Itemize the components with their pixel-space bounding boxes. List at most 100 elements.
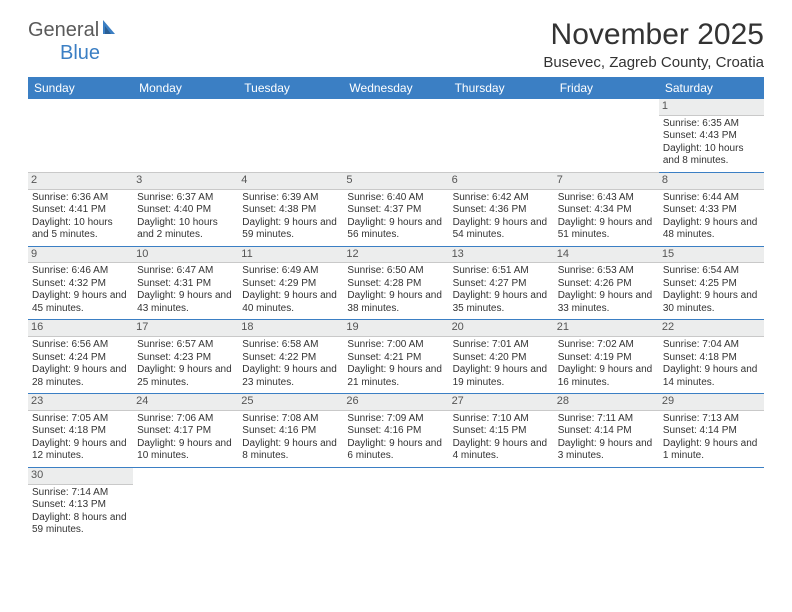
calendar-cell: [554, 467, 659, 540]
sunrise-text: Sunrise: 7:11 AM: [558, 413, 655, 426]
day-number: 8: [659, 173, 764, 190]
calendar-cell: 12Sunrise: 6:50 AMSunset: 4:28 PMDayligh…: [343, 246, 448, 320]
day-number: 30: [28, 468, 133, 485]
day-number: 29: [659, 394, 764, 411]
sunrise-text: Sunrise: 7:10 AM: [453, 413, 550, 426]
sunrise-text: Sunrise: 6:46 AM: [32, 265, 129, 278]
calendar-cell: [554, 99, 659, 172]
day-header-row: SundayMondayTuesdayWednesdayThursdayFrid…: [28, 77, 764, 99]
day-number: 4: [238, 173, 343, 190]
daylight-text: Daylight: 9 hours and 3 minutes.: [558, 438, 655, 463]
calendar-cell: [449, 467, 554, 540]
daylight-text: Daylight: 9 hours and 6 minutes.: [347, 438, 444, 463]
sunset-text: Sunset: 4:38 PM: [242, 204, 339, 217]
sunrise-text: Sunrise: 6:57 AM: [137, 339, 234, 352]
daylight-text: Daylight: 9 hours and 23 minutes.: [242, 364, 339, 389]
sunrise-text: Sunrise: 6:50 AM: [347, 265, 444, 278]
logo-text-2: Blue: [60, 42, 100, 65]
sunset-text: Sunset: 4:25 PM: [663, 278, 760, 291]
calendar-cell: 3Sunrise: 6:37 AMSunset: 4:40 PMDaylight…: [133, 172, 238, 246]
sunset-text: Sunset: 4:16 PM: [242, 425, 339, 438]
day-number: 2: [28, 173, 133, 190]
sunrise-text: Sunrise: 6:49 AM: [242, 265, 339, 278]
calendar-cell: 16Sunrise: 6:56 AMSunset: 4:24 PMDayligh…: [28, 320, 133, 394]
sunrise-text: Sunrise: 6:53 AM: [558, 265, 655, 278]
sunset-text: Sunset: 4:31 PM: [137, 278, 234, 291]
sunrise-text: Sunrise: 7:04 AM: [663, 339, 760, 352]
daylight-text: Daylight: 9 hours and 21 minutes.: [347, 364, 444, 389]
calendar-cell: 8Sunrise: 6:44 AMSunset: 4:33 PMDaylight…: [659, 172, 764, 246]
day-number: 13: [449, 247, 554, 264]
calendar-cell: 5Sunrise: 6:40 AMSunset: 4:37 PMDaylight…: [343, 172, 448, 246]
daylight-text: Daylight: 9 hours and 16 minutes.: [558, 364, 655, 389]
day-header: Sunday: [28, 77, 133, 99]
day-number: 27: [449, 394, 554, 411]
sunrise-text: Sunrise: 7:09 AM: [347, 413, 444, 426]
calendar-cell: [659, 467, 764, 540]
daylight-text: Daylight: 9 hours and 51 minutes.: [558, 217, 655, 242]
sunrise-text: Sunrise: 6:37 AM: [137, 192, 234, 205]
sunset-text: Sunset: 4:41 PM: [32, 204, 129, 217]
day-number: 18: [238, 320, 343, 337]
day-number: 23: [28, 394, 133, 411]
calendar-cell: 29Sunrise: 7:13 AMSunset: 4:14 PMDayligh…: [659, 394, 764, 468]
day-number: 14: [554, 247, 659, 264]
daylight-text: Daylight: 10 hours and 2 minutes.: [137, 217, 234, 242]
sunrise-text: Sunrise: 6:40 AM: [347, 192, 444, 205]
calendar-week-row: 9Sunrise: 6:46 AMSunset: 4:32 PMDaylight…: [28, 246, 764, 320]
sunrise-text: Sunrise: 6:43 AM: [558, 192, 655, 205]
day-number: 11: [238, 247, 343, 264]
sunset-text: Sunset: 4:43 PM: [663, 130, 760, 143]
sunset-text: Sunset: 4:15 PM: [453, 425, 550, 438]
sunrise-text: Sunrise: 7:00 AM: [347, 339, 444, 352]
sunrise-text: Sunrise: 7:06 AM: [137, 413, 234, 426]
sunset-text: Sunset: 4:23 PM: [137, 352, 234, 365]
calendar-cell: 1Sunrise: 6:35 AMSunset: 4:43 PMDaylight…: [659, 99, 764, 172]
calendar-cell: 4Sunrise: 6:39 AMSunset: 4:38 PMDaylight…: [238, 172, 343, 246]
sunset-text: Sunset: 4:14 PM: [558, 425, 655, 438]
calendar-cell: 22Sunrise: 7:04 AMSunset: 4:18 PMDayligh…: [659, 320, 764, 394]
day-number: 12: [343, 247, 448, 264]
calendar-cell: [449, 99, 554, 172]
sunrise-text: Sunrise: 6:36 AM: [32, 192, 129, 205]
calendar-week-row: 23Sunrise: 7:05 AMSunset: 4:18 PMDayligh…: [28, 394, 764, 468]
day-number: 3: [133, 173, 238, 190]
location-text: Busevec, Zagreb County, Croatia: [543, 54, 764, 71]
sunset-text: Sunset: 4:24 PM: [32, 352, 129, 365]
day-number: 22: [659, 320, 764, 337]
sunset-text: Sunset: 4:37 PM: [347, 204, 444, 217]
daylight-text: Daylight: 9 hours and 35 minutes.: [453, 290, 550, 315]
sunrise-text: Sunrise: 6:42 AM: [453, 192, 550, 205]
sunrise-text: Sunrise: 6:54 AM: [663, 265, 760, 278]
sunrise-text: Sunrise: 6:47 AM: [137, 265, 234, 278]
sunset-text: Sunset: 4:22 PM: [242, 352, 339, 365]
daylight-text: Daylight: 9 hours and 8 minutes.: [242, 438, 339, 463]
logo: General: [28, 18, 123, 42]
calendar-cell: 13Sunrise: 6:51 AMSunset: 4:27 PMDayligh…: [449, 246, 554, 320]
day-header: Monday: [133, 77, 238, 99]
sunrise-text: Sunrise: 6:51 AM: [453, 265, 550, 278]
calendar-cell: 2 Sunrise: 6:36 AMSunset: 4:41 PMDaylight…: [28, 172, 133, 246]
page-title: November 2025: [543, 18, 764, 52]
day-number: 19: [343, 320, 448, 337]
sunrise-text: Sunrise: 6:35 AM: [663, 118, 760, 131]
sunrise-text: Sunrise: 7:01 AM: [453, 339, 550, 352]
logo-sail-icon: [101, 18, 121, 42]
calendar-cell: 14Sunrise: 6:53 AMSunset: 4:26 PMDayligh…: [554, 246, 659, 320]
day-header: Wednesday: [343, 77, 448, 99]
calendar-cell: [133, 99, 238, 172]
calendar-week-row: 2Sunrise: 6:36 AMSunset: 4:41 PMDaylight…: [28, 172, 764, 246]
sunset-text: Sunset: 4:36 PM: [453, 204, 550, 217]
daylight-text: Daylight: 10 hours and 8 minutes.: [663, 143, 760, 168]
sunset-text: Sunset: 4:16 PM: [347, 425, 444, 438]
daylight-text: Daylight: 9 hours and 43 minutes.: [137, 290, 234, 315]
day-number: 6: [449, 173, 554, 190]
calendar-cell: [28, 99, 133, 172]
sunset-text: Sunset: 4:18 PM: [32, 425, 129, 438]
calendar-cell: 7Sunrise: 6:43 AMSunset: 4:34 PMDaylight…: [554, 172, 659, 246]
sunset-text: Sunset: 4:20 PM: [453, 352, 550, 365]
day-number: 21: [554, 320, 659, 337]
day-number: 7: [554, 173, 659, 190]
calendar-cell: 17Sunrise: 6:57 AMSunset: 4:23 PMDayligh…: [133, 320, 238, 394]
daylight-text: Daylight: 10 hours and 5 minutes.: [32, 217, 129, 242]
